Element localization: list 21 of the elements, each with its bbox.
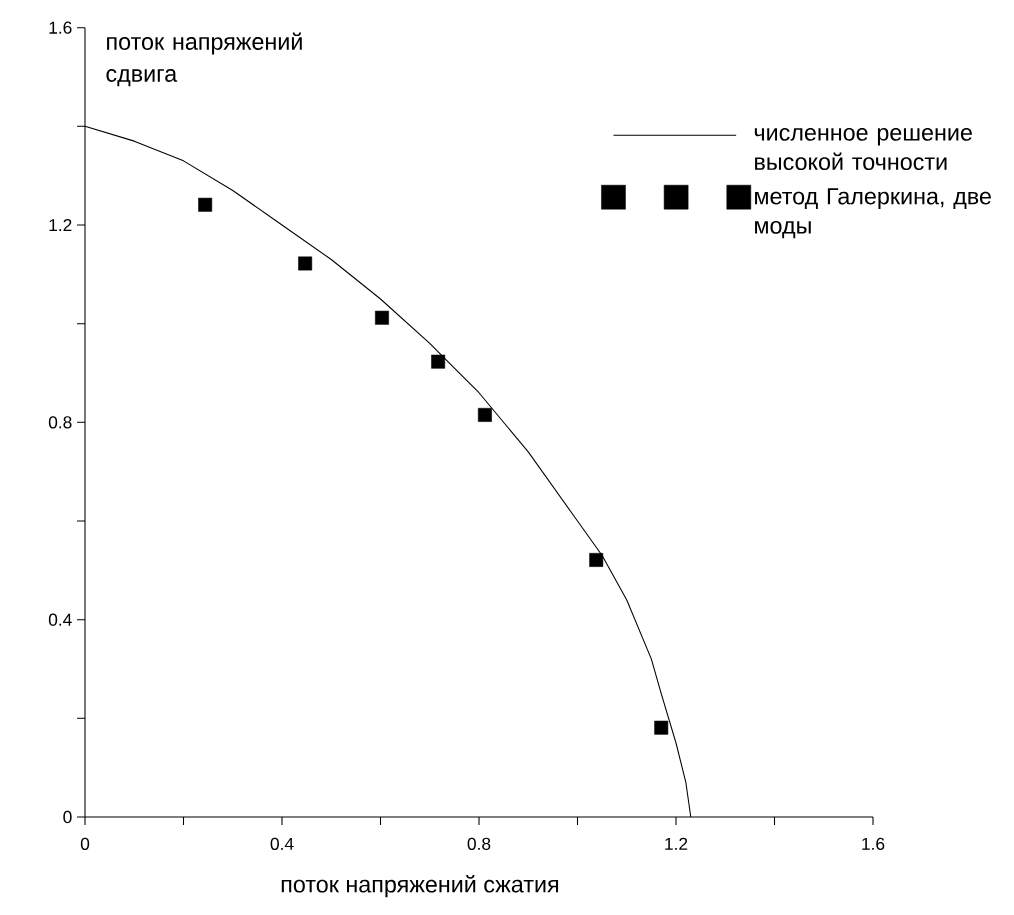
point — [477, 407, 492, 422]
x-tick-label: 1.6 — [862, 837, 885, 850]
y-tick-label: 1.2 — [49, 218, 72, 232]
x-tick-label: 0 — [80, 837, 90, 850]
point — [198, 197, 213, 212]
point — [654, 720, 669, 735]
y-tick-label: 1.6 — [49, 21, 72, 34]
y-tick-label: 0.8 — [48, 416, 72, 429]
point — [431, 354, 446, 369]
x-tick-label: 0.4 — [270, 837, 294, 850]
x-tick-label: 1.2 — [665, 837, 688, 850]
x-axis-title: поток напряжений сжатия — [281, 875, 559, 898]
text: численное решение высокой точности — [754, 127, 972, 171]
point — [298, 256, 313, 271]
y-axis-title: поток напряжений сдвига — [106, 32, 302, 87]
x-tick-label: 0.8 — [467, 837, 491, 850]
point — [589, 553, 604, 567]
point — [375, 310, 389, 325]
y-tick-label: 0 — [63, 810, 72, 824]
legend-label: метод Галеркина, две моды — [755, 188, 991, 239]
y-tick-label: 0.4 — [48, 613, 72, 626]
